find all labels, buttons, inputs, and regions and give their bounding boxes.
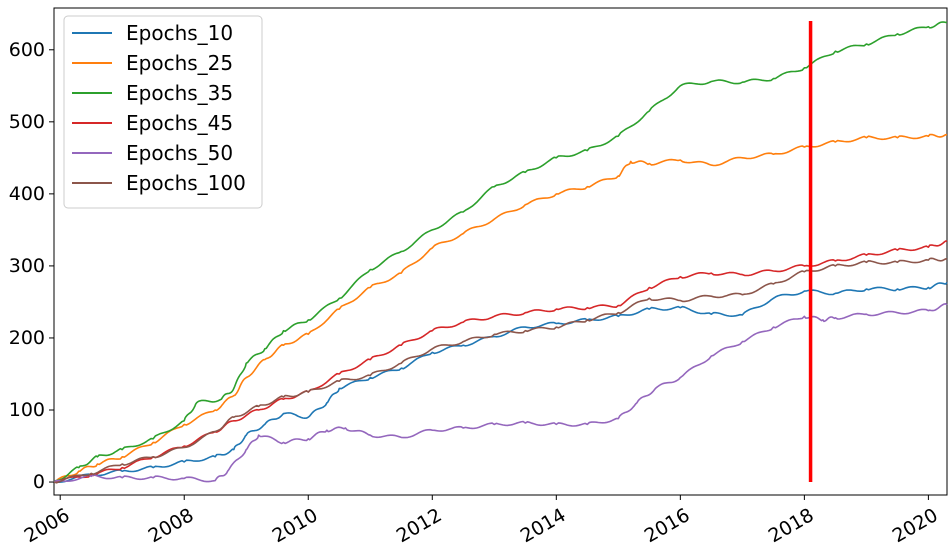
legend-label: Epochs_25 [126,51,233,75]
x-tick-label: 2016 [641,504,694,547]
y-tick-label: 500 [9,111,45,133]
x-tick-label: 2008 [145,504,198,547]
legend-label: Epochs_45 [126,111,233,135]
legend-label: Epochs_50 [126,141,233,165]
legend-box [63,15,263,209]
x-tick-label: 2014 [517,504,570,547]
y-tick-label: 100 [9,399,45,421]
x-tick-label: 2012 [393,504,446,547]
series-line-epochs-10 [53,281,948,484]
legend-label: Epochs_100 [126,171,246,195]
x-tick-label: 2018 [765,504,818,547]
legend-label: Epochs_35 [126,81,233,105]
series-line-epochs-25 [53,133,948,483]
x-tick-label: 2006 [21,504,74,547]
y-tick-label: 200 [9,327,45,349]
y-axis: 0 100 200 300 400 500 600 [9,39,54,493]
series-layer [53,21,948,484]
x-axis: 2006 2008 2010 2012 2014 2016 2018 2020 [21,495,942,547]
series-line-epochs-100 [53,257,948,484]
y-tick-label: 600 [9,39,45,61]
legend-label: Epochs_10 [126,21,233,45]
legend: Epochs_10 Epochs_25 Epochs_35 Epochs_45 Epoc… [63,15,263,209]
y-tick-label: 300 [9,255,45,277]
x-tick-label: 2010 [269,504,322,547]
y-tick-label: 0 [33,471,45,493]
x-tick-label: 2020 [889,504,942,547]
y-tick-label: 400 [9,183,45,205]
series-line-epochs-35 [53,21,947,483]
